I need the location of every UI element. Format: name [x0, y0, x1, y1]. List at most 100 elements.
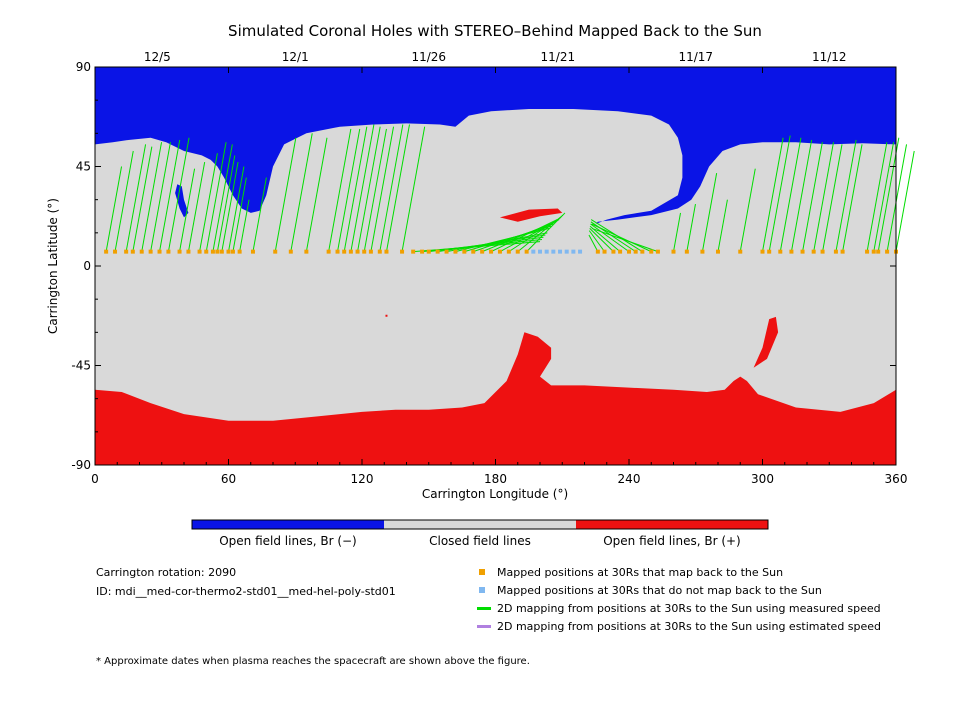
- field-line: [686, 203, 696, 252]
- mapped-point: [335, 249, 340, 254]
- field-line: [508, 216, 562, 253]
- mapped-point: [444, 249, 449, 254]
- field-line: [464, 225, 552, 253]
- legend-label: Mapped positions at 30Rs that map back t…: [497, 566, 784, 579]
- mapped-point: [820, 249, 825, 254]
- field-line: [363, 128, 387, 252]
- mapped-point: [348, 249, 353, 254]
- mapped-point: [767, 249, 772, 254]
- positive-streak: [499, 208, 563, 222]
- x-tick-label: 240: [618, 472, 641, 486]
- x-tick-label: 300: [751, 472, 774, 486]
- mapped-point: [462, 249, 467, 254]
- mapped-point: [157, 249, 162, 254]
- unmapped-point: [564, 249, 569, 254]
- unmapped-point: [571, 249, 576, 254]
- estimated-swatch: [477, 625, 491, 628]
- field-line: [835, 139, 857, 252]
- field-line: [385, 124, 410, 252]
- x-tick-label: 60: [221, 472, 236, 486]
- field-line: [673, 212, 682, 252]
- mapped-point: [738, 249, 743, 254]
- field-line: [212, 144, 233, 252]
- mapped-point: [124, 249, 129, 254]
- y-tick-label: 90: [76, 60, 91, 74]
- mapped-point: [633, 249, 638, 254]
- field-line: [590, 223, 630, 253]
- mapped-point: [876, 249, 881, 254]
- colorbar-label: Open field lines, Br (+): [603, 534, 741, 548]
- mapped-point: [435, 249, 440, 254]
- field-line: [179, 168, 196, 252]
- field-line: [822, 144, 843, 252]
- mapped-point: [649, 249, 654, 254]
- colorbar-frame: [191, 519, 769, 530]
- field-line: [790, 139, 813, 252]
- field-line: [517, 214, 564, 253]
- field-line: [167, 137, 190, 252]
- mapped-point: [384, 249, 389, 254]
- mapped-point: [800, 249, 805, 254]
- legend-label: 2D mapping from positions at 30Rs to the…: [497, 620, 882, 633]
- field-line: [187, 161, 206, 252]
- unmapped-point: [551, 249, 556, 254]
- mapped-point: [304, 249, 309, 254]
- negative-island: [175, 184, 189, 218]
- field-line: [842, 144, 863, 252]
- field-line: [370, 126, 395, 252]
- mapped-point: [130, 249, 135, 254]
- field-line: [150, 142, 171, 252]
- field-line: [701, 173, 718, 252]
- mapped-point: [506, 249, 511, 254]
- colorbar-label: Closed field lines: [429, 534, 531, 548]
- mapped-point: [789, 249, 794, 254]
- unmapped-point: [538, 249, 542, 254]
- mapped-point: [420, 249, 425, 254]
- mapped-point: [400, 249, 405, 254]
- mapped-point: [226, 249, 231, 254]
- field-line: [895, 150, 915, 252]
- field-line: [199, 153, 218, 252]
- mapped-point: [204, 249, 209, 254]
- field-line: [591, 223, 652, 253]
- mapped-point: [640, 249, 645, 254]
- mapped-point: [139, 249, 144, 254]
- mapped-point: [684, 249, 689, 254]
- field-line: [350, 124, 375, 252]
- legend-label: Mapped positions at 30Rs that do not map…: [497, 584, 822, 597]
- legend-label: 2D mapping from positions at 30Rs to the…: [497, 602, 881, 615]
- colorbar-segment: [192, 520, 384, 529]
- mapped-point: [489, 249, 494, 254]
- field-line: [105, 166, 123, 252]
- field-line: [768, 135, 791, 252]
- mapped-point: [411, 249, 416, 254]
- top-date-label: 11/17: [678, 50, 713, 64]
- mapped-point: [515, 249, 520, 254]
- field-line: [779, 137, 802, 252]
- mapped-points: [104, 249, 898, 254]
- field-line: [205, 142, 227, 252]
- unmapped-point: [544, 249, 549, 254]
- mapped-point: [148, 249, 153, 254]
- field-line: [873, 142, 895, 252]
- mapped-point: [104, 249, 109, 254]
- mapped-point: [237, 249, 242, 254]
- x-tick-label: 360: [885, 472, 908, 486]
- unmapped-point: [558, 249, 563, 254]
- mapped-point: [210, 249, 215, 254]
- mapped-point: [355, 249, 360, 254]
- field-line: [337, 128, 361, 252]
- measured-swatch: [477, 607, 491, 610]
- field-line: [216, 155, 236, 252]
- mapped-point: [113, 249, 118, 254]
- top-date-axis: 12/5 12/1 11/26 11/21 11/17 11/12: [144, 50, 847, 64]
- x-tick-label: 0: [91, 472, 99, 486]
- mapped-point: [230, 249, 235, 254]
- field-line: [589, 228, 614, 252]
- y-tick-label: -45: [71, 359, 91, 373]
- mapped-point: [602, 249, 607, 254]
- mapped-point: [811, 249, 816, 254]
- field-line: [589, 225, 621, 253]
- mapped-point: [453, 249, 458, 254]
